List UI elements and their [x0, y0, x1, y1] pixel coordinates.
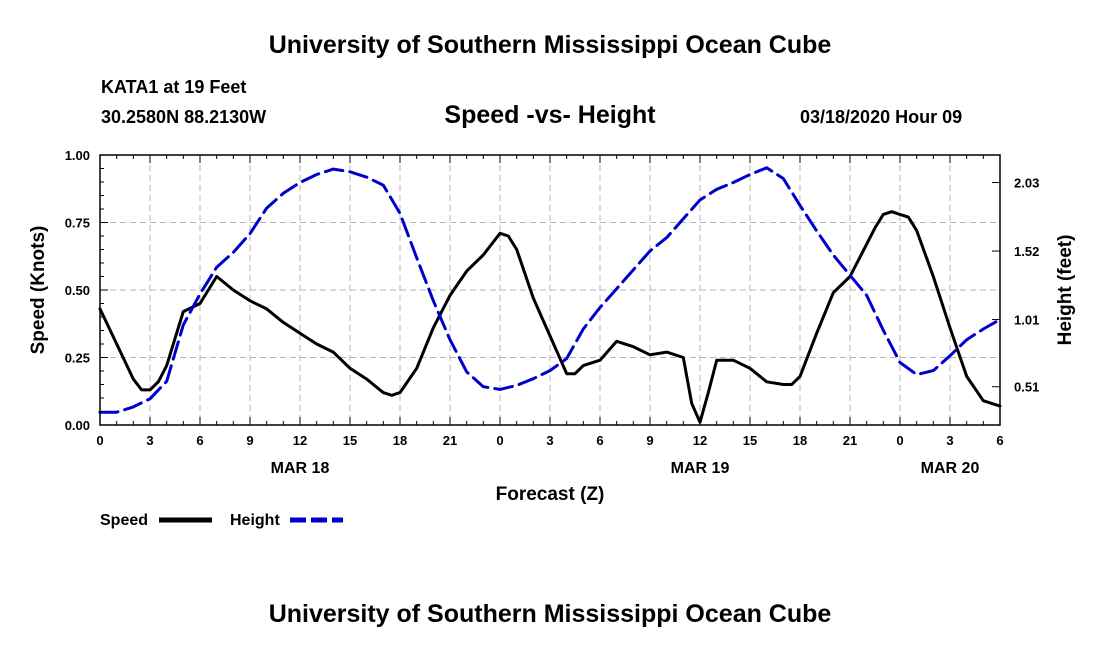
y2-tick-label: 1.52: [1014, 244, 1039, 259]
series-layer: [98, 166, 1002, 424]
forecast-timestamp: 03/18/2020 Hour 09: [800, 107, 963, 127]
x-tick-label: 6: [196, 433, 203, 448]
x-tick-label: 9: [646, 433, 653, 448]
y-axis-title: Speed (Knots): [28, 226, 49, 355]
legend-label-speed: Speed: [100, 512, 148, 529]
legend-label-height: Height: [230, 512, 280, 529]
series-line-speed: [98, 210, 1002, 424]
date-label: MAR 19: [671, 460, 730, 477]
x-tick-label: 12: [693, 433, 707, 448]
y-tick-label: 0.50: [65, 283, 90, 298]
y2-tick-label: 0.51: [1014, 380, 1039, 395]
station-label: KATA1 at 19 Feet: [101, 77, 247, 97]
x-tick-label: 9: [246, 433, 253, 448]
x-tick-label: 3: [146, 433, 153, 448]
chart-title-top: University of Southern Mississippi Ocean…: [268, 31, 832, 59]
y2-tick-label: 2.03: [1014, 176, 1039, 191]
x-tick-label: 21: [443, 433, 457, 448]
x-tick-label: 0: [96, 433, 103, 448]
x-tick-label: 0: [896, 433, 903, 448]
x-tick-label: 15: [743, 433, 757, 448]
date-label: MAR 18: [271, 460, 330, 477]
y-tick-label: 0.75: [65, 216, 90, 231]
chart-subtitle: Speed -vs- Height: [444, 101, 656, 129]
x-tick-label: 12: [293, 433, 307, 448]
y-tick-label: 0.25: [65, 351, 90, 366]
coordinates-label: 30.2580N 88.2130W: [101, 107, 267, 127]
y-tick-label: 1.00: [65, 148, 90, 163]
y2-axis-title: Height (feet): [1055, 235, 1076, 346]
legend: Speed Height: [100, 512, 343, 529]
x-tick-label: 3: [546, 433, 553, 448]
x-tick-label: 18: [793, 433, 807, 448]
chart-title-bottom: University of Southern Mississippi Ocean…: [268, 600, 832, 628]
grid-layer: [100, 155, 1000, 425]
x-tick-label: 6: [996, 433, 1003, 448]
x-tick-label: 0: [496, 433, 503, 448]
x-tick-label: 21: [843, 433, 857, 448]
x-tick-label: 15: [343, 433, 357, 448]
y2-tick-label: 1.01: [1014, 313, 1039, 328]
y-tick-label: 0.00: [65, 418, 90, 433]
date-label: MAR 20: [921, 460, 980, 477]
x-tick-label: 3: [946, 433, 953, 448]
x-tick-label: 18: [393, 433, 407, 448]
x-axis-title: Forecast (Z): [496, 484, 605, 505]
series-line-height: [98, 166, 1002, 414]
ticks-layer: 0 3 6 9 12 15 18 21 0 3 6 9 12 15 18 21 0 3 6 MAR 18 MAR 19 M…: [65, 148, 1040, 477]
x-tick-label: 6: [596, 433, 603, 448]
